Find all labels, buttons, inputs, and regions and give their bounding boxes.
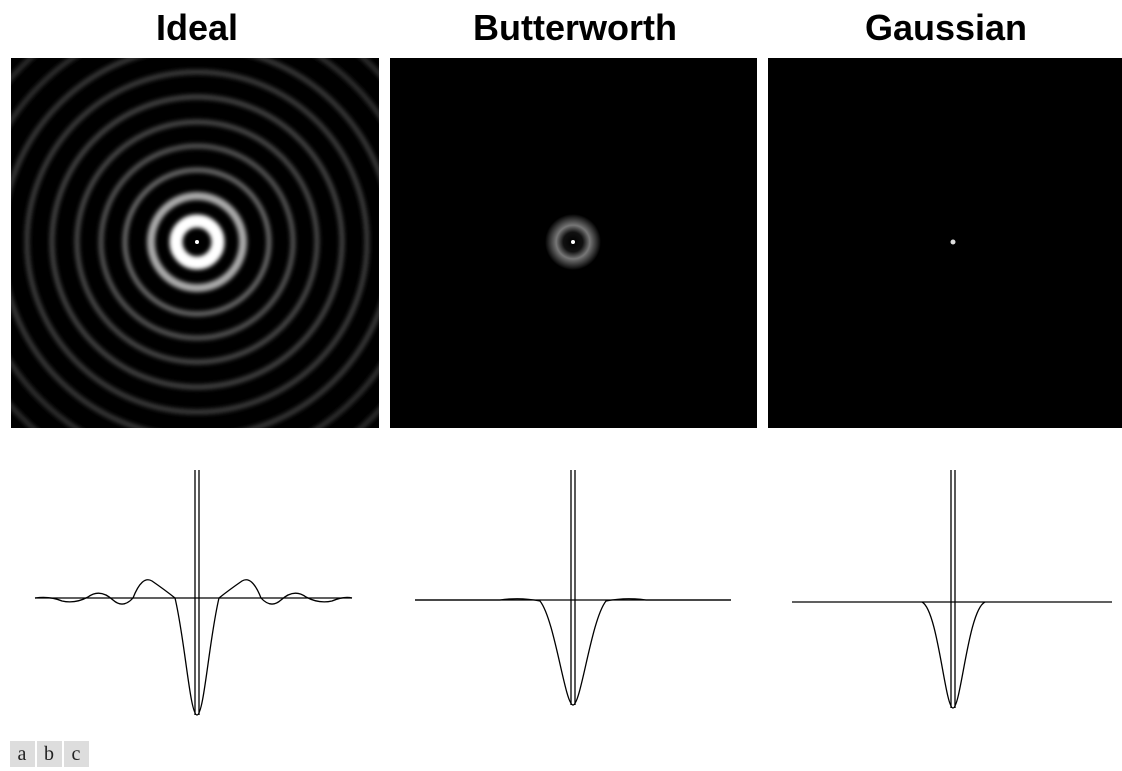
ideal-image — [11, 58, 379, 428]
ideal-profile — [34, 470, 353, 716]
title-ideal: Ideal — [156, 7, 238, 48]
label-a: a — [18, 743, 27, 765]
butterworth-image — [390, 58, 757, 428]
butterworth-profile — [415, 470, 731, 706]
gaussian-image — [768, 58, 1122, 428]
gaussian-profile — [792, 470, 1112, 709]
panel-labels: a b c — [10, 741, 89, 767]
title-butterworth: Butterworth — [473, 7, 677, 48]
title-gaussian: Gaussian — [865, 7, 1027, 48]
label-c: c — [72, 743, 81, 765]
label-b: b — [44, 743, 54, 765]
